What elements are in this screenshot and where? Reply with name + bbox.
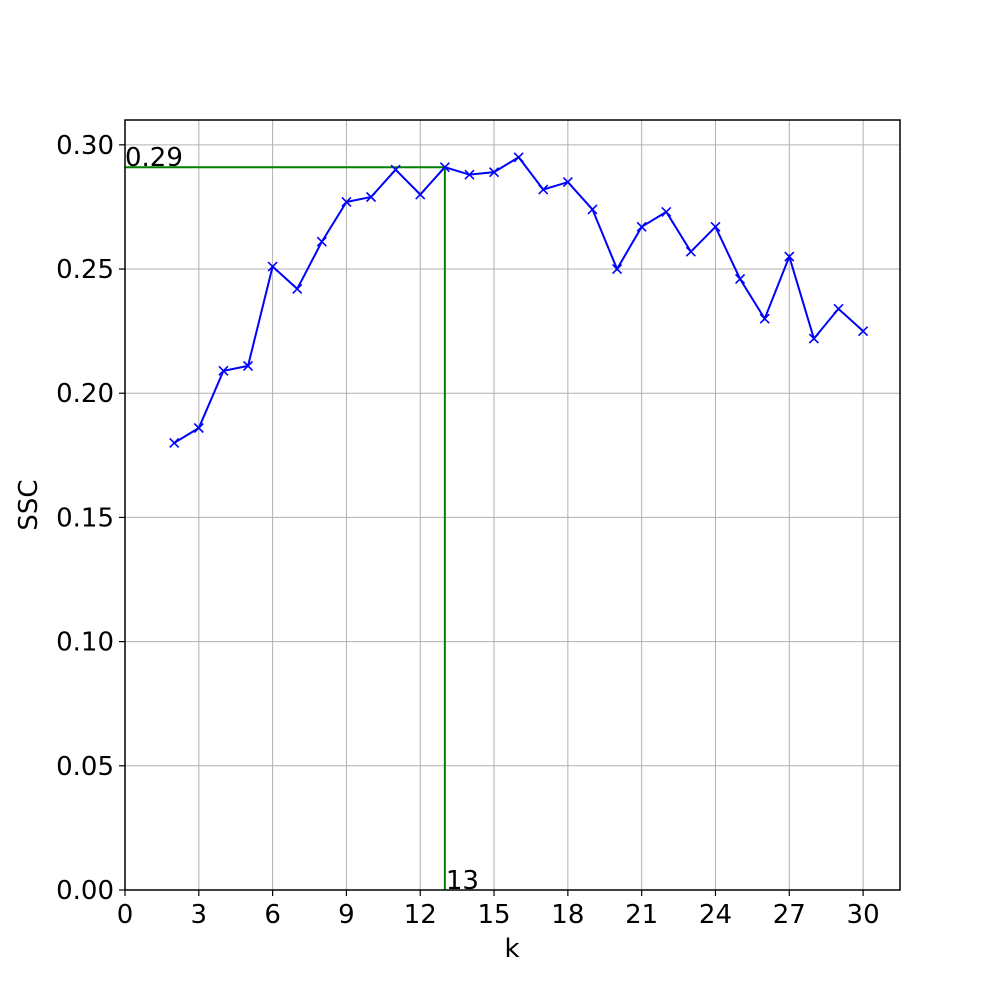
data-point-marker	[808, 333, 819, 344]
data-point-marker	[341, 196, 352, 208]
data-point-marker	[218, 365, 229, 376]
x-tick-label: 15	[478, 900, 511, 930]
data-point-marker	[759, 313, 770, 324]
x-tick-label: 18	[551, 900, 584, 930]
y-axis-label: SSC	[14, 479, 44, 530]
highlight-lines	[125, 166, 446, 890]
data-point-marker	[833, 303, 844, 314]
data-point-marker	[710, 221, 721, 232]
y-tick-label: 0.05	[56, 752, 114, 782]
y-tick-label: 0.25	[56, 255, 114, 285]
x-tick-label: 24	[699, 900, 732, 930]
annotations: 0.29 13	[125, 143, 479, 896]
x-tick-label: 6	[264, 900, 281, 930]
data-point-marker	[193, 422, 204, 434]
data-point-marker	[242, 360, 254, 371]
y-tick-label: 0.30	[56, 131, 114, 161]
data-point-marker	[316, 236, 327, 247]
data-point-marker	[390, 164, 401, 175]
x-tick-label: 0	[117, 900, 134, 930]
data-point-marker	[464, 169, 475, 180]
data-point-marker	[636, 221, 647, 232]
x-axis: 0 3 6 9 12 15 18 21 24 27 30	[117, 890, 880, 930]
data-point-marker	[292, 283, 303, 294]
x-tick-label: 27	[773, 900, 806, 930]
x-tick-label: 21	[625, 900, 658, 930]
data-point-marker	[415, 189, 426, 200]
x-tick-label: 9	[338, 900, 355, 930]
x-tick-label: 3	[191, 900, 208, 930]
data-point-marker	[267, 261, 278, 272]
series-layer	[169, 152, 869, 448]
data-point-marker	[735, 273, 746, 285]
y-axis: 0.00 0.05 0.10 0.15 0.20 0.25 0.30	[56, 131, 125, 906]
data-point-marker	[513, 152, 524, 163]
data-point-marker	[611, 263, 623, 275]
y-tick-label: 0.10	[56, 628, 114, 658]
highlight-x-annotation: 13	[446, 866, 479, 896]
x-axis-label: k	[504, 934, 519, 964]
data-point-marker	[685, 246, 696, 257]
y-tick-label: 0.00	[56, 876, 114, 906]
data-point-marker	[587, 204, 598, 215]
data-point-marker	[488, 167, 500, 178]
data-point-marker	[858, 326, 869, 337]
y-tick-label: 0.15	[56, 503, 114, 533]
plot-frame	[124, 119, 901, 891]
highlight-y-annotation: 0.29	[125, 143, 183, 173]
x-tick-label: 30	[847, 900, 880, 930]
data-point-marker	[439, 162, 450, 173]
data-point-marker	[538, 184, 549, 195]
y-tick-label: 0.20	[56, 379, 114, 409]
data-point-marker	[562, 177, 573, 188]
data-point-marker	[169, 437, 180, 448]
data-point-marker	[784, 251, 795, 262]
data-point-marker	[661, 206, 672, 217]
data-point-marker	[365, 191, 377, 203]
grid	[124, 120, 900, 891]
x-tick-label: 12	[404, 900, 437, 930]
